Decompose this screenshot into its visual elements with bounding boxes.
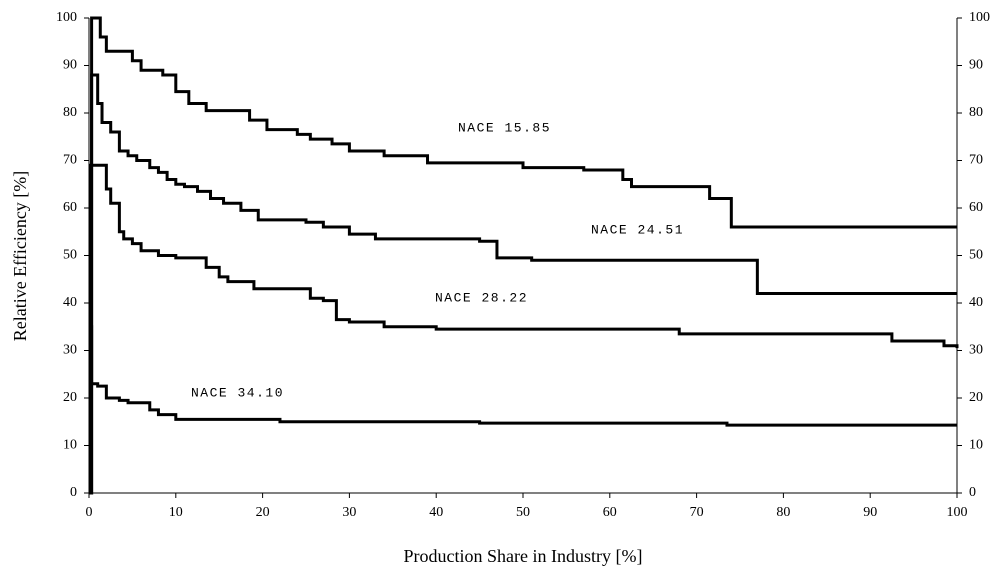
y-tick-label: 0 — [70, 485, 77, 500]
step-line — [89, 163, 959, 495]
y-tick-label: 50 — [63, 248, 77, 263]
y-tick-label: 100 — [56, 10, 77, 25]
x-tick-label: 60 — [603, 505, 617, 520]
x-tick-label: 0 — [86, 505, 93, 520]
y2-tick-label: 30 — [969, 343, 983, 358]
x-tick-label: 90 — [863, 505, 877, 520]
y2-tick-label: 70 — [969, 153, 983, 168]
x-tick-label: 30 — [342, 505, 356, 520]
y-tick-label: 20 — [63, 390, 77, 405]
y2-tick-label: 40 — [969, 295, 983, 310]
step-line — [89, 16, 957, 495]
y2-tick-label: 0 — [969, 485, 976, 500]
y-tick-label: 90 — [63, 58, 77, 73]
step-line — [89, 73, 957, 495]
x-axis-label: Production Share in Industry [%] — [404, 546, 643, 566]
x-tick-label: 50 — [516, 505, 530, 520]
x-tick-label: 80 — [776, 505, 790, 520]
x-tick-label: 20 — [256, 505, 270, 520]
y2-tick-label: 90 — [969, 58, 983, 73]
y-tick-label: 30 — [63, 343, 77, 358]
step-line — [89, 325, 957, 427]
y-tick-label: 40 — [63, 295, 77, 310]
x-tick-label: 40 — [429, 505, 443, 520]
y-tick-label: 10 — [63, 438, 77, 453]
annotation: NACE 24.51 — [591, 222, 684, 237]
y-tick-label: 70 — [63, 153, 77, 168]
y-tick-label: 60 — [63, 200, 77, 215]
annotation: NACE 34.10 — [191, 385, 284, 400]
x-tick-label: 100 — [947, 505, 968, 520]
x-tick-label: 10 — [169, 505, 183, 520]
annotation: NACE 28.22 — [435, 290, 528, 305]
y2-tick-label: 50 — [969, 248, 983, 263]
annotation: NACE 15.85 — [458, 120, 551, 135]
x-tick-label: 70 — [690, 505, 704, 520]
y2-tick-label: 20 — [969, 390, 983, 405]
y2-tick-label: 100 — [969, 10, 990, 25]
y2-tick-label: 60 — [969, 200, 983, 215]
y2-tick-label: 10 — [969, 438, 983, 453]
y2-tick-label: 80 — [969, 105, 983, 120]
y-axis-label: Relative Efficiency [%] — [10, 171, 30, 342]
y-tick-label: 80 — [63, 105, 77, 120]
